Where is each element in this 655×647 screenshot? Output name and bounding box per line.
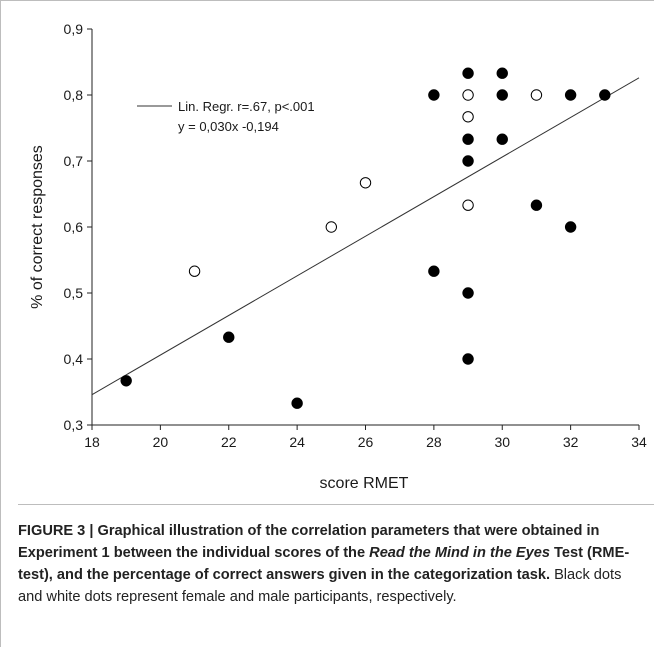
filled-data-point <box>428 89 440 101</box>
y-tick-label: 0,3 <box>64 417 84 433</box>
open-data-point <box>359 177 372 189</box>
filled-data-point <box>564 221 577 233</box>
filled-data-point <box>462 287 474 299</box>
filled-data-point <box>120 375 132 387</box>
regression-group <box>91 77 640 396</box>
caption-divider <box>18 504 654 505</box>
figure-caption: FIGURE 3 | Graphical illustration of the… <box>18 520 638 608</box>
y-tick-label: 0,4 <box>64 351 84 367</box>
open-data-point <box>530 89 543 101</box>
filled-data-point <box>564 89 577 101</box>
caption-italic-title: Read the Mind in the Eyes <box>369 545 550 561</box>
scatter-chart: 18 20 22 24 26 28 30 32 340,30,40,50,60,70,80,9 … <box>29 21 647 492</box>
filled-data-point <box>462 67 474 79</box>
filled-data-point <box>291 397 303 409</box>
x-tick-label: 32 <box>563 434 579 450</box>
y-tick-label: 0,8 <box>64 87 84 103</box>
open-data-point <box>462 111 474 123</box>
filled-data-point <box>496 89 508 101</box>
x-tick-label: 26 <box>358 434 374 450</box>
legend-line2: y = 0,030x -0,194 <box>178 119 279 134</box>
legend: Lin. Regr. r=.67, p<.001 y = 0,030x -0,1… <box>137 99 315 134</box>
x-tick-label: 24 <box>289 434 305 450</box>
x-tick-label: 34 <box>631 434 647 450</box>
open-data-point <box>188 265 201 277</box>
open-data-point <box>325 221 338 233</box>
points <box>120 67 611 409</box>
regression-line <box>91 77 640 396</box>
x-axis-title: score RMET <box>320 475 409 492</box>
y-tick-label: 0,9 <box>64 21 84 37</box>
y-axis-title: % of correct responses <box>29 145 46 309</box>
x-tick-label: 20 <box>153 434 169 450</box>
caption-normal-part: Black dots and white dots represent fema… <box>18 567 622 605</box>
x-tick-label: 18 <box>84 434 100 450</box>
x-tick-label: 22 <box>221 434 237 450</box>
filled-data-point <box>428 265 440 277</box>
y-tick-label: 0,7 <box>64 153 84 169</box>
open-data-point <box>462 89 474 101</box>
axes <box>91 29 639 426</box>
filled-data-point <box>599 89 611 101</box>
filled-data-point <box>530 199 543 211</box>
x-tick-label: 28 <box>426 434 442 450</box>
filled-data-point <box>462 155 474 167</box>
caption-bold-part2: Test (RME-test), and the percentage of c… <box>18 545 630 583</box>
open-data-point <box>462 199 474 211</box>
filled-data-point <box>496 133 508 145</box>
filled-data-point <box>462 353 474 365</box>
y-tick-label: 0,6 <box>64 219 84 235</box>
legend-line1: Lin. Regr. r=.67, p<.001 <box>178 99 315 114</box>
filled-data-point <box>496 67 508 79</box>
filled-data-point <box>223 331 235 343</box>
caption-bold-part1: FIGURE 3 | Graphical illustration of the… <box>18 523 600 561</box>
y-tick-label: 0,5 <box>64 285 84 301</box>
filled-data-point <box>462 133 474 145</box>
x-tick-label: 30 <box>494 434 510 450</box>
ticks: 18 20 22 24 26 28 30 32 34 0,3 0,4 0,5 0,6 0,7 0,8 0,9 <box>64 21 647 450</box>
